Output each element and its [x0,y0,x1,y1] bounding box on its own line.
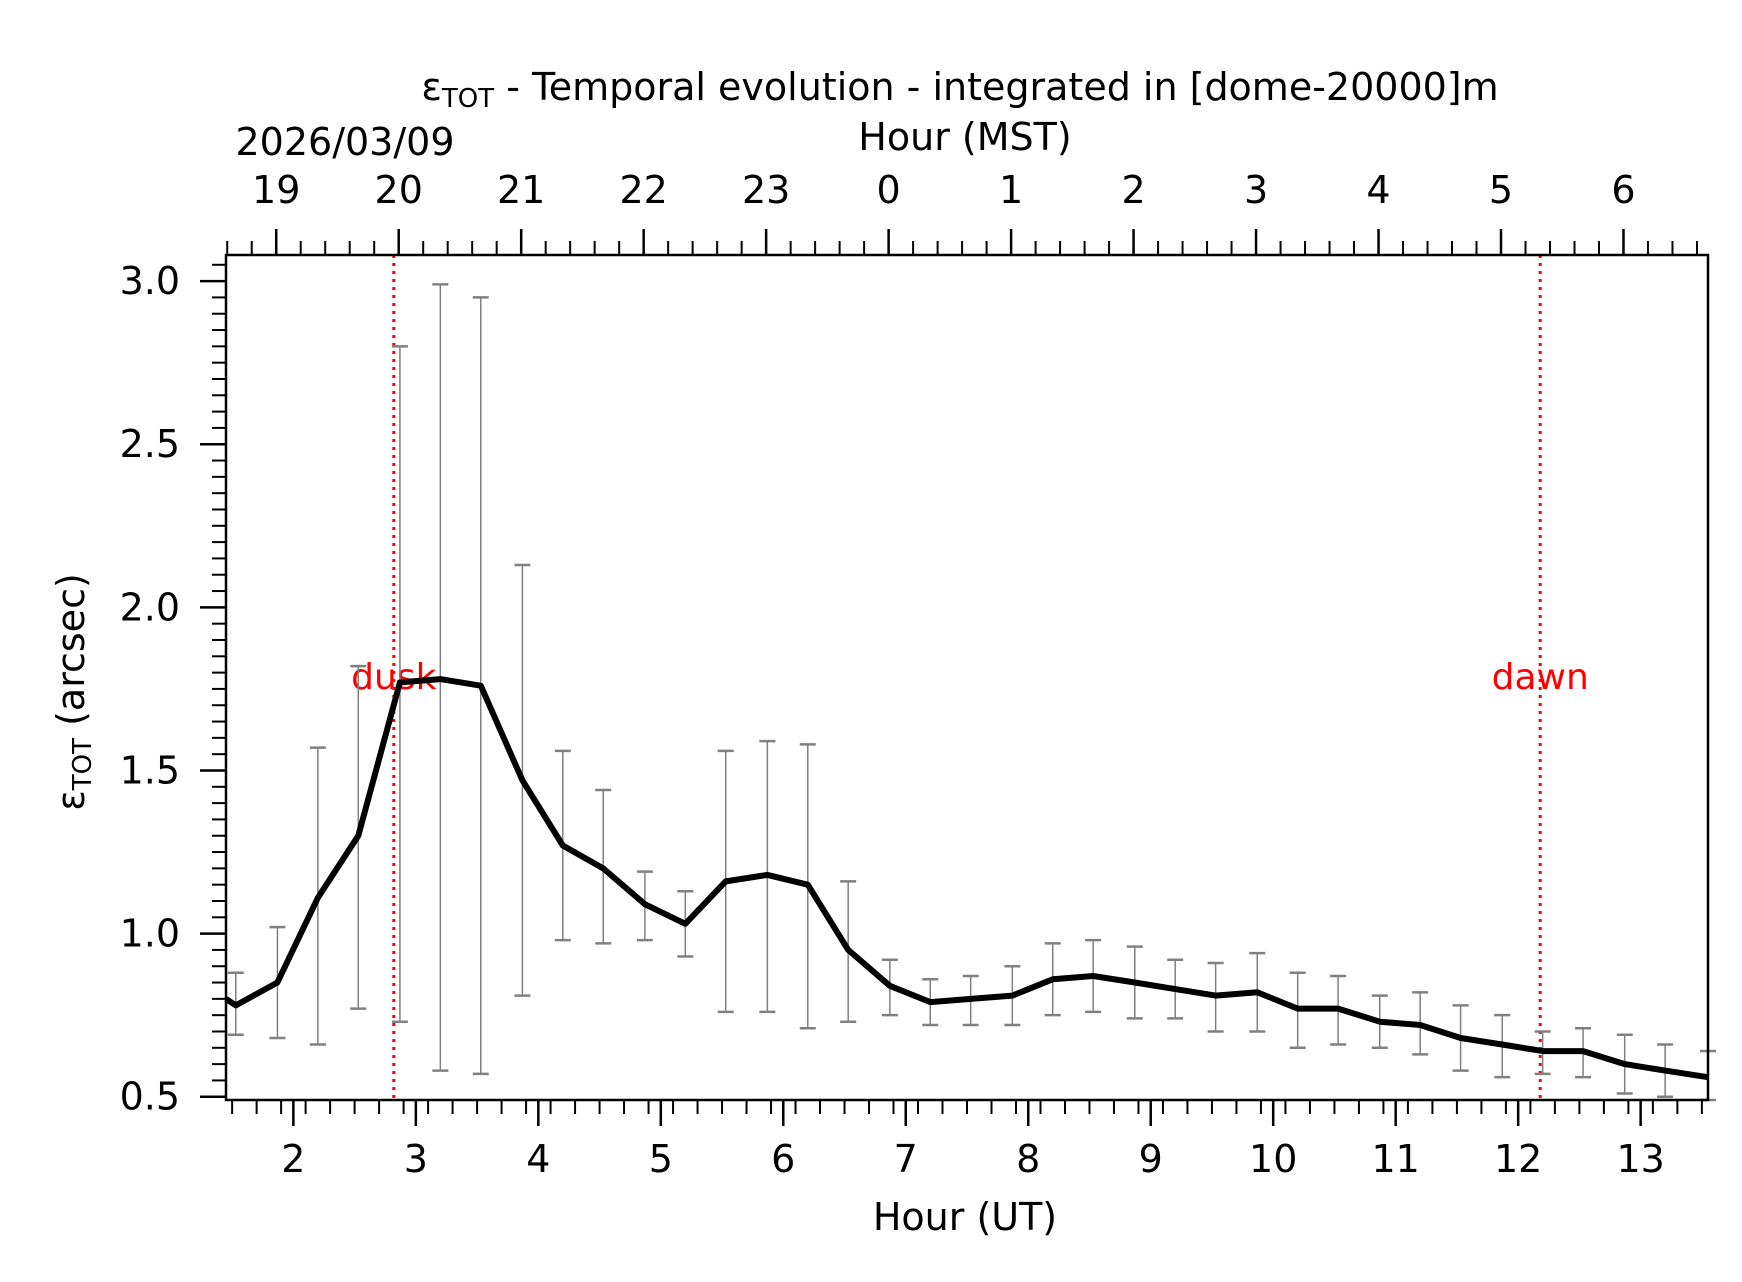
x2-tick-label: 19 [252,168,300,212]
x-tick-label: 9 [1139,1137,1163,1181]
ylabel-symbol: ε [49,790,93,811]
ylabel-rest: (arcsec) [49,573,93,738]
x2-tick-label: 6 [1611,168,1635,212]
x2-tick-label: 21 [497,168,545,212]
x-tick-label: 10 [1249,1137,1297,1181]
x-tick-label: 11 [1371,1137,1419,1181]
chart-title: εTOT - Temporal evolution - integrated i… [421,65,1498,114]
y-tick-label: 1.5 [120,748,180,792]
dusk-label: dusk [351,657,436,698]
title-subscript: TOT [441,84,494,114]
series-layer [224,676,1709,1081]
x-tick-label: 2 [281,1137,305,1181]
x-tick-label: 3 [404,1137,428,1181]
x-axis-title: Hour (UT) [873,1195,1057,1239]
y-tick-label: 1.0 [120,912,180,956]
x2-tick-label: 2 [1121,168,1145,212]
y-tick-label: 3.0 [120,259,180,303]
top-axis-title: Hour (MST) [858,115,1071,159]
x-tick-label: 12 [1494,1137,1542,1181]
y-tick-label: 0.5 [120,1075,180,1119]
title-symbol: ε [421,65,442,109]
plot-frame [224,253,1710,1102]
title-rest: - Temporal evolution - integrated in [do… [494,65,1499,109]
y-axis-title: εTOT (arcsec) [49,573,98,811]
x2-tick-label: 1 [999,168,1023,212]
x2-tick-label: 22 [619,168,667,212]
x-tick-label: 13 [1616,1137,1664,1181]
date-label: 2026/03/09 [235,120,454,164]
x-tick-label: 5 [649,1137,673,1181]
ylabel-subscript: TOT [68,738,98,791]
x2-tick-label: 20 [375,168,423,212]
x-tick-label: 7 [894,1137,918,1181]
x-tick-label: 6 [771,1137,795,1181]
series-line-eps-tot [224,676,1709,1081]
dawn-label: dawn [1492,657,1589,698]
x2-tick-label: 5 [1489,168,1513,212]
annotations-layer: dusk dawn [351,255,1589,1100]
x-tick-label: 8 [1016,1137,1040,1181]
x2-tick-label: 0 [877,168,901,212]
y-tick-label: 2.0 [120,585,180,629]
x2-tick-label: 3 [1244,168,1268,212]
y-tick-label: 2.5 [120,422,180,466]
x-tick-label: 4 [526,1137,550,1181]
x2-tick-label: 23 [742,168,790,212]
x2-tick-label: 4 [1366,168,1390,212]
